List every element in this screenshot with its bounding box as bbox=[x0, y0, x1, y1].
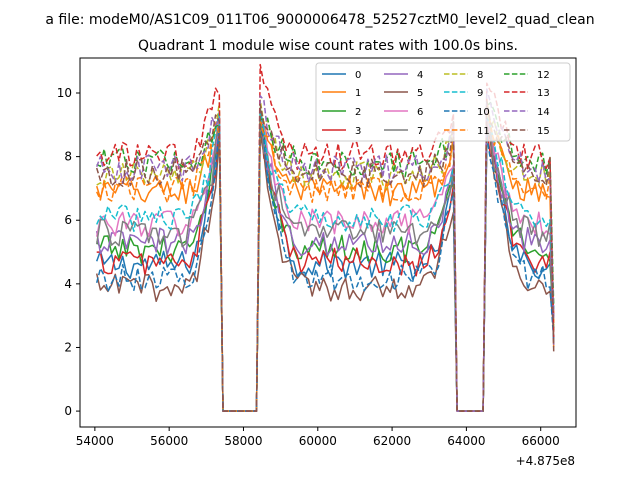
legend-label-9: 9 bbox=[477, 88, 483, 99]
x-tick-label: 60000 bbox=[299, 434, 337, 448]
legend-label-0: 0 bbox=[355, 70, 361, 81]
legend-label-3: 3 bbox=[355, 126, 361, 137]
chart-title: Quadrant 1 module wise count rates with … bbox=[138, 38, 518, 54]
y-tick-label: 4 bbox=[64, 277, 72, 291]
y-tick-label: 8 bbox=[64, 150, 72, 164]
legend-label-7: 7 bbox=[417, 126, 423, 137]
x-axis-offset-label: +4.875e8 bbox=[516, 454, 575, 468]
legend-label-2: 2 bbox=[355, 107, 361, 118]
series-layer bbox=[95, 63, 555, 412]
x-axis: 54000 56000 58000 60000 62000 64000 66000 bbox=[76, 427, 560, 448]
y-tick-label: 6 bbox=[64, 213, 72, 227]
legend-box bbox=[315, 62, 571, 142]
y-tick-label: 2 bbox=[64, 340, 72, 354]
x-tick-label: 62000 bbox=[373, 434, 411, 448]
legend-label-5: 5 bbox=[417, 88, 423, 99]
x-tick-label: 58000 bbox=[224, 434, 262, 448]
legend-label-14: 14 bbox=[537, 107, 550, 118]
legend-label-13: 13 bbox=[537, 88, 550, 99]
y-axis: 0 2 4 6 8 10 bbox=[57, 86, 80, 418]
series-line-14 bbox=[95, 88, 555, 412]
legend-label-4: 4 bbox=[417, 70, 423, 81]
legend-label-12: 12 bbox=[537, 70, 550, 81]
x-tick-label: 56000 bbox=[150, 434, 188, 448]
y-tick-label: 10 bbox=[57, 86, 72, 100]
legend-label-1: 1 bbox=[355, 88, 361, 99]
legend-label-11: 11 bbox=[477, 126, 490, 137]
x-tick-label: 64000 bbox=[447, 434, 485, 448]
figure-suptitle: a file: modeM0/AS1C09_011T06_9000006478_… bbox=[45, 12, 594, 28]
legend-label-8: 8 bbox=[477, 70, 483, 81]
y-tick-label: 0 bbox=[64, 404, 72, 418]
legend-label-10: 10 bbox=[477, 107, 490, 118]
plot-frame bbox=[79, 57, 577, 428]
x-tick-label: 66000 bbox=[522, 434, 560, 448]
legend-label-6: 6 bbox=[417, 107, 423, 118]
series-line-15 bbox=[95, 100, 555, 412]
x-tick-label: 54000 bbox=[76, 434, 114, 448]
legend-label-15: 15 bbox=[537, 126, 550, 137]
